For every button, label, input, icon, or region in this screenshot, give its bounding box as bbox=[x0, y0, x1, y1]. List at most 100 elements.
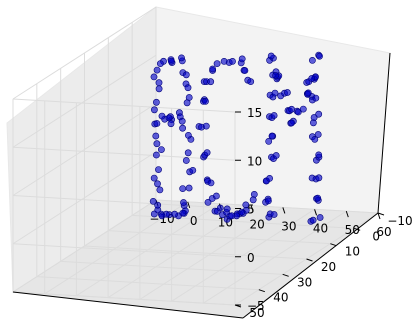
z-tick-label: 10 bbox=[247, 154, 262, 168]
data-point bbox=[270, 112, 278, 119]
data-point bbox=[314, 131, 322, 138]
data-point bbox=[167, 57, 175, 65]
data-point bbox=[309, 216, 317, 224]
data-point bbox=[152, 132, 160, 140]
data-point bbox=[189, 166, 197, 174]
data-point bbox=[213, 60, 221, 67]
x-tick-label: 40 bbox=[313, 221, 328, 235]
data-point bbox=[180, 199, 187, 206]
data-point bbox=[152, 98, 160, 106]
y-tick-label: 20 bbox=[321, 260, 336, 274]
data-point bbox=[179, 209, 187, 217]
data-point bbox=[241, 67, 249, 74]
grid-line-z-back bbox=[12, 146, 236, 161]
y-tick-label: 10 bbox=[345, 245, 360, 259]
x-tick-mark bbox=[250, 205, 254, 212]
data-point bbox=[150, 106, 158, 114]
x-tick-mark bbox=[377, 212, 381, 220]
data-point bbox=[155, 166, 162, 173]
grid-line-z-back bbox=[12, 195, 236, 209]
data-point bbox=[229, 58, 236, 65]
back-pane bbox=[155, 6, 391, 214]
data-point bbox=[155, 85, 163, 93]
data-point bbox=[207, 78, 215, 86]
grid-line-z-left bbox=[12, 103, 157, 196]
grid-line-z-back bbox=[12, 291, 236, 306]
data-point bbox=[153, 140, 161, 148]
data-point bbox=[202, 122, 210, 130]
y-tick-mark bbox=[282, 273, 289, 277]
y-tick-mark bbox=[258, 289, 265, 293]
grid-line-z-back bbox=[12, 243, 236, 258]
data-point bbox=[158, 212, 166, 220]
data-point bbox=[228, 212, 236, 220]
data-point bbox=[184, 149, 192, 157]
x-tick-label: 0 bbox=[190, 214, 198, 228]
data-point bbox=[158, 112, 166, 120]
data-point bbox=[203, 149, 211, 156]
data-point bbox=[185, 184, 193, 192]
data-point bbox=[310, 114, 318, 121]
x-tick-label: 20 bbox=[250, 218, 265, 232]
data-point bbox=[178, 54, 185, 62]
grid-line-y-floor bbox=[84, 245, 307, 260]
data-point bbox=[266, 174, 273, 182]
data-point bbox=[157, 146, 165, 153]
data-point bbox=[212, 192, 220, 200]
x-tick-label: 30 bbox=[281, 219, 296, 233]
data-point bbox=[247, 78, 255, 85]
grid-line-y-floor bbox=[108, 230, 331, 245]
z-tick-label: 5 bbox=[247, 203, 255, 217]
y-axis-line bbox=[242, 212, 379, 319]
data-points bbox=[149, 51, 324, 225]
y-tick-label: 50 bbox=[249, 306, 264, 320]
data-point bbox=[288, 119, 295, 127]
y-tick-mark bbox=[354, 227, 361, 231]
data-point bbox=[179, 124, 186, 132]
data-point bbox=[179, 185, 187, 192]
y-tick-mark bbox=[377, 212, 385, 216]
data-point bbox=[183, 99, 191, 107]
data-point bbox=[182, 71, 190, 79]
y-tick-label: −10 bbox=[387, 214, 412, 228]
data-point bbox=[204, 198, 212, 206]
data-point bbox=[272, 72, 279, 79]
x-tick-mark bbox=[187, 201, 191, 209]
data-point bbox=[264, 197, 272, 205]
data-point bbox=[314, 194, 322, 202]
data-point bbox=[178, 117, 186, 125]
data-point bbox=[311, 135, 319, 143]
data-point bbox=[154, 201, 162, 209]
data-point bbox=[207, 179, 215, 187]
x-tick-mark bbox=[345, 210, 349, 218]
data-point bbox=[283, 89, 291, 96]
data-point bbox=[156, 60, 164, 67]
data-point bbox=[153, 66, 161, 74]
data-point bbox=[267, 52, 275, 60]
data-point bbox=[150, 174, 158, 182]
data-point bbox=[238, 208, 246, 216]
z-tick-label: 0 bbox=[247, 251, 255, 265]
z-tick-label: −5 bbox=[247, 299, 265, 313]
grid-line-y-floor bbox=[60, 260, 283, 275]
grid-line-z-left bbox=[12, 54, 157, 148]
x-axis-line bbox=[12, 291, 244, 319]
x-tick-mark bbox=[282, 207, 286, 214]
data-point bbox=[156, 186, 164, 194]
data-point bbox=[202, 98, 209, 105]
grid-line-z-left bbox=[12, 199, 157, 293]
data-point bbox=[171, 210, 178, 218]
data-point bbox=[223, 205, 231, 213]
data-point bbox=[149, 197, 157, 205]
data-point bbox=[315, 174, 323, 182]
x-tick-mark bbox=[314, 209, 318, 216]
data-point bbox=[153, 120, 161, 127]
data-point bbox=[249, 196, 257, 204]
data-point bbox=[288, 105, 295, 113]
data-point bbox=[184, 131, 192, 139]
data-point bbox=[216, 204, 224, 212]
data-point bbox=[299, 105, 307, 113]
data-point bbox=[154, 180, 161, 188]
data-point bbox=[268, 132, 276, 140]
